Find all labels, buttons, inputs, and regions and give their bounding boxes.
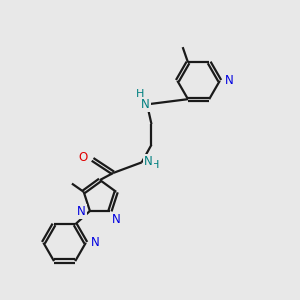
Text: N: N — [141, 98, 150, 111]
Text: O: O — [78, 152, 87, 164]
Text: H: H — [151, 160, 159, 170]
Text: N: N — [112, 213, 121, 226]
Text: N: N — [225, 74, 233, 87]
Text: N: N — [91, 236, 100, 249]
Text: H: H — [136, 89, 144, 99]
Text: N: N — [77, 205, 86, 218]
Text: N: N — [144, 155, 153, 168]
